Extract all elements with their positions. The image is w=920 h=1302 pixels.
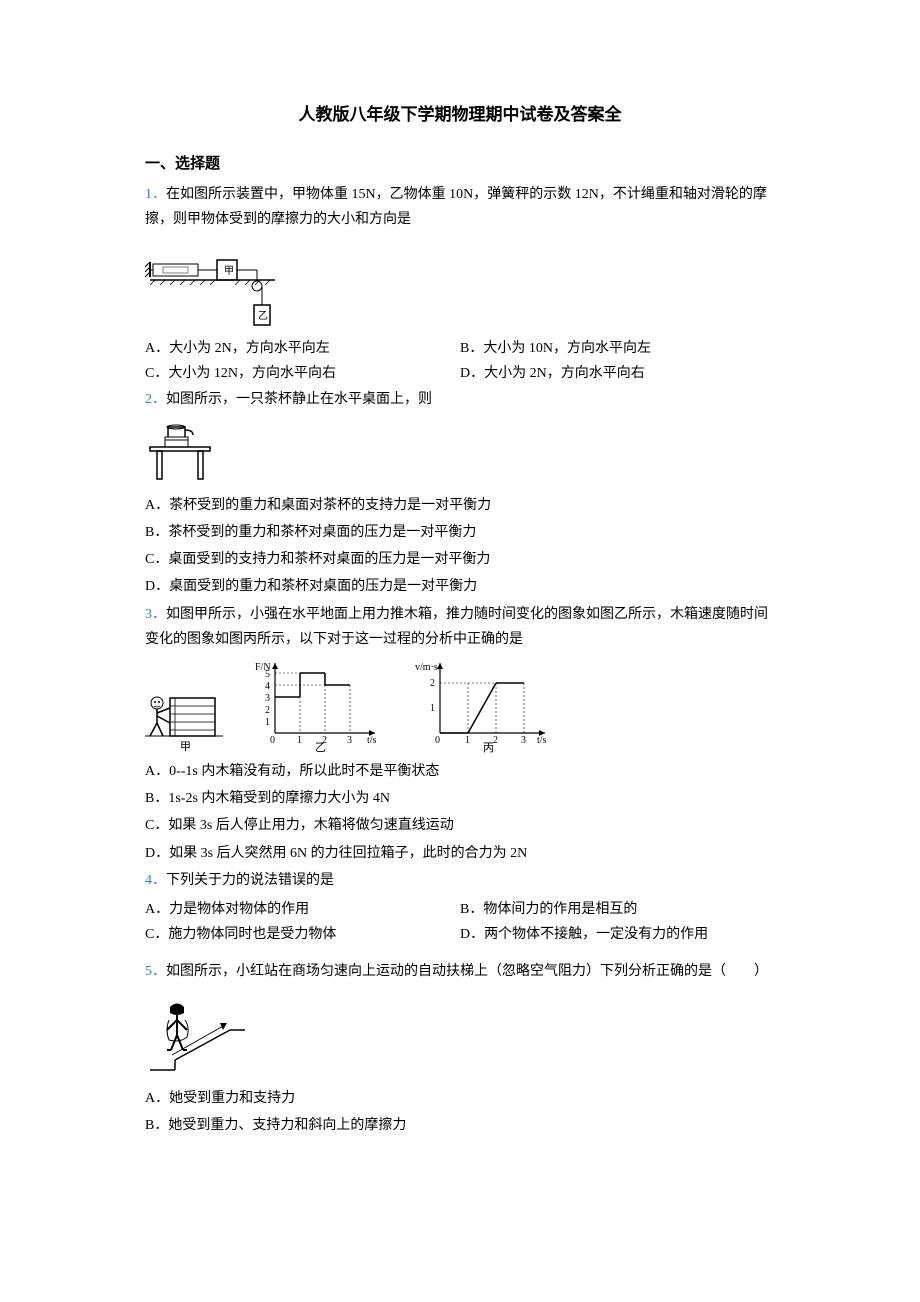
q4-number: 4． (145, 873, 166, 888)
q3-figure-yi: F/N t/s 0 123 123 45 乙 (255, 658, 385, 753)
q3-figures: 甲 F/N t/s 0 123 123 45 乙 (145, 658, 775, 753)
q2-option-b: B．茶杯受到的重力和茶杯对桌面的压力是一对平衡力 (145, 520, 775, 545)
question-3: 3．如图甲所示，小强在水平地面上用力推木箱，推力随时间变化的图象如图乙所示，木箱… (145, 602, 775, 652)
q5-number: 5． (145, 964, 166, 979)
q2-option-d: D．桌面受到的重力和茶杯对桌面的压力是一对平衡力 (145, 574, 775, 599)
q5-option-a: A．她受到重力和支持力 (145, 1086, 775, 1111)
svg-text:t/s: t/s (537, 735, 547, 746)
q1-option-a: A．大小为 2N，方向水平向左 (145, 336, 460, 361)
svg-text:1: 1 (465, 735, 470, 746)
q5-figure (145, 995, 250, 1077)
question-1: 1．在如图所示装置中，甲物体重 15N，乙物体重 10N，弹簧秤的示数 12N，… (145, 182, 775, 232)
section-header-1: 一、选择题 (145, 151, 775, 178)
q1-figure: 甲 乙 (145, 242, 295, 327)
q4-option-d: D．两个物体不接触，一定没有力的作用 (460, 922, 775, 947)
svg-text:乙: 乙 (315, 741, 326, 753)
svg-text:乙: 乙 (258, 310, 268, 322)
svg-text:2: 2 (430, 678, 435, 689)
q2-number: 2． (145, 392, 166, 407)
q3-number: 3． (145, 607, 166, 622)
q1-number: 1． (145, 187, 166, 202)
svg-text:甲: 甲 (224, 266, 234, 277)
q2-option-c: C．桌面受到的支持力和茶杯对桌面的压力是一对平衡力 (145, 547, 775, 572)
q2-text: 如图所示，一只茶杯静止在水平桌面上，则 (166, 392, 432, 407)
svg-text:丙: 丙 (483, 742, 494, 753)
q3-option-a: A．0‐‐1s 内木箱没有动，所以此时不是平衡状态 (145, 759, 775, 784)
question-5: 5．如图所示，小红站在商场匀速向上运动的自动扶梯上（忽略空气阻力）下列分析正确的… (145, 959, 775, 984)
svg-text:3: 3 (265, 693, 270, 704)
q1-option-d: D．大小为 2N，方向水平向右 (460, 361, 775, 386)
svg-text:2: 2 (265, 705, 270, 716)
question-2: 2．如图所示，一只茶杯静止在水平桌面上，则 (145, 387, 775, 412)
q4-options-row2: C．施力物体同时也是受力物体 D．两个物体不接触，一定没有力的作用 (145, 922, 775, 947)
q1-option-b: B．大小为 10N，方向水平向左 (460, 336, 775, 361)
svg-text:0: 0 (435, 735, 440, 746)
q5-text: 如图所示，小红站在商场匀速向上运动的自动扶梯上（忽略空气阻力）下列分析正确的是（… (166, 964, 768, 979)
q3-option-b: B．1s‐2s 内木箱受到的摩擦力大小为 4N (145, 786, 775, 811)
svg-text:5: 5 (265, 669, 270, 680)
question-4: 4．下列关于力的说法错误的是 (145, 868, 775, 893)
svg-text:3: 3 (347, 735, 352, 746)
q1-options-row2: C．大小为 12N，方向水平向右 D．大小为 2N，方向水平向右 (145, 361, 775, 386)
q4-options-row1: A．力是物体对物体的作用 B．物体间力的作用是相互的 (145, 897, 775, 922)
q1-option-c: C．大小为 12N，方向水平向右 (145, 361, 460, 386)
q4-option-b: B．物体间力的作用是相互的 (460, 897, 775, 922)
q3-figure-bing: v/m·s t/s 0 123 12 丙 (415, 658, 555, 753)
q4-option-c: C．施力物体同时也是受力物体 (145, 922, 460, 947)
svg-text:1: 1 (297, 735, 302, 746)
svg-text:4: 4 (265, 681, 270, 692)
page-title: 人教版八年级下学期物理期中试卷及答案全 (145, 100, 775, 131)
svg-text:3: 3 (521, 735, 526, 746)
svg-text:0: 0 (270, 735, 275, 746)
svg-text:1: 1 (265, 717, 270, 728)
svg-text:1: 1 (430, 703, 435, 714)
q3-figure-jia: 甲 (145, 688, 225, 753)
q3-option-c: C．如果 3s 后人停止用力，木箱将做匀速直线运动 (145, 813, 775, 838)
q4-option-a: A．力是物体对物体的作用 (145, 897, 460, 922)
q1-options-row1: A．大小为 2N，方向水平向左 B．大小为 10N，方向水平向左 (145, 336, 775, 361)
q1-text: 在如图所示装置中，甲物体重 15N，乙物体重 10N，弹簧秤的示数 12N，不计… (145, 187, 767, 227)
q4-text: 下列关于力的说法错误的是 (166, 873, 334, 888)
q2-option-a: A．茶杯受到的重力和桌面对茶杯的支持力是一对平衡力 (145, 493, 775, 518)
q3-option-d: D．如果 3s 后人突然用 6N 的力往回拉箱子，此时的合力为 2N (145, 841, 775, 866)
q5-option-b: B．她受到重力、支持力和斜向上的摩擦力 (145, 1113, 775, 1138)
svg-text:t/s: t/s (367, 735, 377, 746)
svg-text:v/m·s: v/m·s (415, 662, 438, 673)
svg-text:甲: 甲 (180, 741, 191, 753)
q2-figure (145, 422, 220, 484)
q3-text: 如图甲所示，小强在水平地面上用力推木箱，推力随时间变化的图象如图乙所示，木箱速度… (145, 607, 768, 647)
